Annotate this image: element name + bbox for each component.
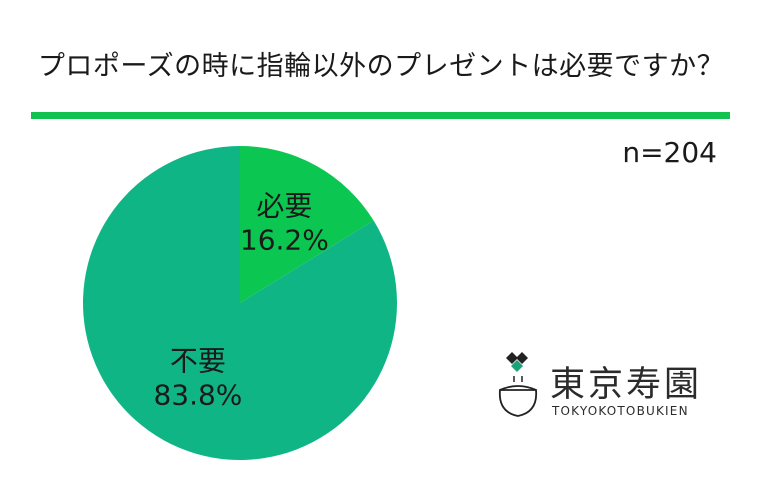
slice-label: 必要 <box>256 189 312 222</box>
pie-slice-need <box>240 146 374 303</box>
sample-size-label: n=204 <box>622 136 717 169</box>
pie-slices <box>83 146 397 460</box>
title-underline <box>31 112 730 119</box>
slice-percent-label: 16.2% <box>240 223 329 256</box>
pie-slice-no-need <box>83 146 397 460</box>
chart-title: プロポーズの時に指輪以外のプレゼントは必要ですか？ <box>37 51 725 82</box>
slice-percent-label: 83.8% <box>153 378 242 411</box>
slice-label: 不要 <box>170 344 226 377</box>
company-logo: 東京寿園 TOKYOKOTOBUKIEN <box>492 350 732 430</box>
logo-name: 東京寿園 <box>550 365 703 405</box>
logo-romaji: TOKYOKOTOBUKIEN <box>552 404 689 418</box>
logo-mark-icon <box>498 352 538 417</box>
